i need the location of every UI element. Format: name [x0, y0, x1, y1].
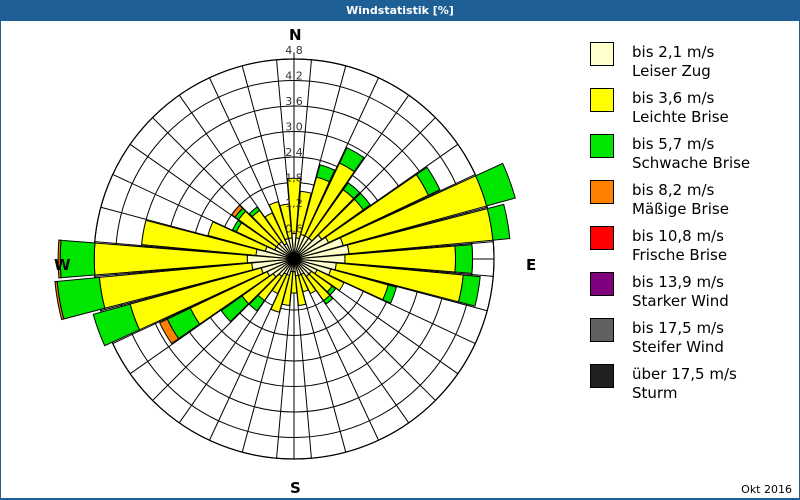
svg-text:4,2: 4,2: [285, 70, 303, 83]
bottom-border: [0, 498, 800, 500]
legend-name: Leichte Brise: [632, 108, 729, 126]
legend-speed: bis 17,5 m/s: [632, 319, 724, 337]
legend-speed: bis 5,7 m/s: [632, 135, 715, 153]
svg-text:2,4: 2,4: [285, 146, 303, 159]
north-label: N: [289, 26, 302, 44]
wind-sector: [314, 269, 345, 292]
wind-sector: [338, 146, 365, 173]
legend-name: Starker Wind: [632, 292, 729, 310]
wind-sector: [295, 190, 312, 240]
wind-sector: [486, 203, 511, 241]
svg-text:1,2: 1,2: [285, 197, 303, 210]
west-label: W: [54, 256, 71, 274]
legend-swatch: [590, 272, 614, 296]
east-label: E: [526, 256, 537, 274]
wind-sector: [415, 166, 441, 196]
wind-sector: [281, 270, 294, 307]
date-label: Okt 2016: [741, 483, 792, 496]
south-label: S: [290, 479, 301, 497]
legend-swatch: [590, 134, 614, 158]
wind-sector: [353, 192, 371, 211]
wind-sector: [474, 162, 516, 207]
wind-sector: [92, 303, 141, 347]
wind-sector: [286, 177, 302, 235]
wind-sector: [295, 274, 307, 307]
wind-sector: [315, 164, 336, 183]
wind-sector: [322, 294, 334, 305]
wind-sector: [230, 204, 244, 218]
wind-sector: [270, 273, 291, 313]
wind-sector: [141, 219, 258, 256]
legend-swatch: [590, 42, 614, 66]
wind-sector: [248, 294, 266, 312]
legend-speed: bis 13,9 m/s: [632, 273, 724, 291]
svg-text:0,6: 0,6: [285, 223, 303, 236]
legend-swatch: [590, 88, 614, 112]
svg-text:3,0: 3,0: [285, 121, 303, 134]
wind-sector: [279, 203, 293, 240]
wind-sector: [382, 284, 398, 304]
svg-text:1,8: 1,8: [285, 172, 303, 185]
wind-sector: [326, 285, 337, 296]
legend-speed: über 17,5 m/s: [632, 365, 737, 383]
wind-sector: [207, 221, 268, 252]
wind-sector: [264, 212, 288, 246]
chart-title: Windstatistik [%]: [0, 0, 800, 21]
wind-sector: [54, 280, 65, 321]
wind-rose-chart: 0,6 1,2 1,8 2,4 3,0 3,6 4,2 4,8: [54, 44, 516, 460]
wind-sector: [268, 201, 289, 241]
legend-swatch: [590, 226, 614, 250]
legend-name: Sturm: [632, 384, 678, 402]
legend-swatch: [590, 364, 614, 388]
legend-speed: bis 10,8 m/s: [632, 227, 724, 245]
wind-sector: [158, 318, 180, 345]
legend-name: Frische Brise: [632, 246, 728, 264]
legend-swatch: [590, 318, 614, 342]
legend-speed: bis 2,1 m/s: [632, 43, 715, 61]
wind-sector: [231, 219, 243, 233]
wind-sector: [342, 182, 361, 200]
legend-speed: bis 3,6 m/s: [632, 89, 715, 107]
wind-sector: [300, 272, 317, 295]
legend-name: Steifer Wind: [632, 338, 724, 356]
wind-sector: [454, 244, 473, 274]
svg-text:3,6: 3,6: [285, 95, 303, 108]
wind-sector: [220, 295, 250, 323]
legend-name: Leiser Zug: [632, 62, 711, 80]
wind-sector: [57, 239, 62, 279]
wind-sector: [248, 206, 261, 218]
wind-sector: [457, 274, 481, 307]
svg-text:4,8: 4,8: [285, 44, 303, 57]
wind-sector: [271, 272, 288, 295]
legend-name: Schwache Brise: [632, 154, 751, 172]
legend-name: Mäßige Brise: [632, 200, 729, 218]
legend-swatch: [590, 180, 614, 204]
legend-speed: bis 8,2 m/s: [632, 181, 715, 199]
